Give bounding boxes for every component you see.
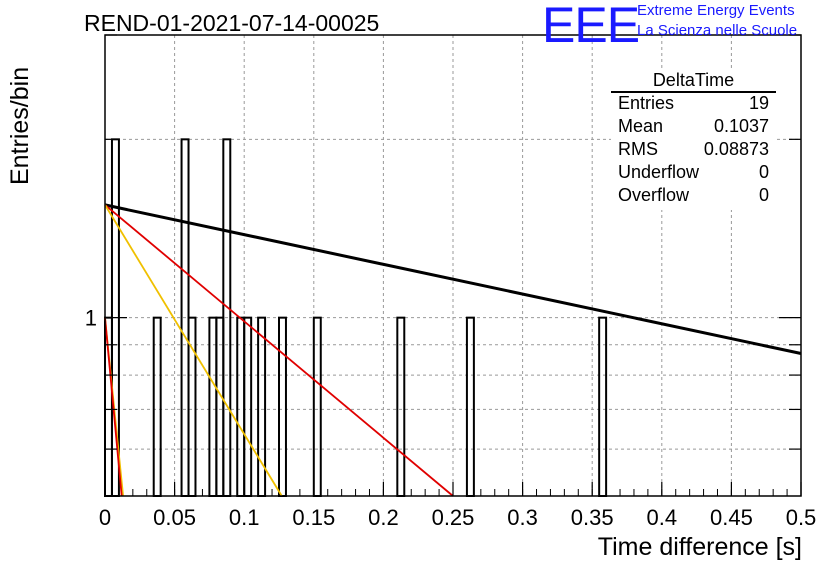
x-tick-label: 0.4: [647, 505, 678, 530]
stats-label: Underflow: [618, 162, 700, 182]
stats-divider: [611, 91, 776, 93]
x-axis-ticks: 0 0.05 0.1 0.15 0.2 0.25 0.3 0.35 0.4 0.45 0.5: [99, 482, 816, 530]
histogram-bars: [104, 138, 608, 497]
chart-title: REND-01-2021-07-14-00025: [84, 10, 380, 36]
stats-label: Entries: [618, 93, 675, 113]
fit-curve: [104, 204, 454, 497]
y-axis-label: Entries/bin: [6, 66, 34, 185]
y-tick-label: 1: [85, 306, 97, 331]
x-tick-label: 0: [99, 505, 111, 530]
stats-row-underflow: Underflow 0: [618, 162, 769, 185]
eee-logo: EEE: [542, 0, 640, 53]
x-tick-label: 0.5: [786, 505, 817, 530]
stats-label: Overflow: [618, 185, 690, 205]
stats-row-rms: RMS 0.08873: [618, 139, 769, 162]
x-tick-label: 0.1: [229, 505, 260, 530]
logo-line-2: La Scienza nelle Scuole: [637, 22, 798, 39]
stats-value: 0.1037: [713, 116, 769, 136]
stats-value: 0: [758, 162, 769, 182]
fit-curve: [104, 203, 802, 355]
logo-line-1: Extreme Energy Events: [637, 2, 795, 19]
stats-label: Mean: [618, 116, 664, 136]
fit-curves: [104, 203, 802, 497]
stats-row-entries: Entries 19: [618, 93, 769, 116]
x-axis-label: Time difference [s]: [597, 533, 802, 561]
stats-title: DeltaTime: [652, 70, 735, 90]
stats-box: DeltaTime Entries 19 Mean 0.1037 RMS 0.0…: [611, 70, 776, 210]
stats-label: RMS: [618, 139, 658, 159]
stats-value: 0: [758, 185, 769, 205]
x-tick-label: 0.25: [432, 505, 475, 530]
stats-value: 0.08873: [703, 139, 769, 159]
x-tick-label: 0.2: [368, 505, 399, 530]
fit-curve: [104, 317, 123, 497]
stats-row-mean: Mean 0.1037: [618, 116, 769, 139]
stats-row-overflow: Overflow 0: [618, 185, 769, 208]
y-axis-ticks: 1: [85, 34, 801, 450]
stats-value: 19: [748, 93, 769, 113]
x-tick-label: 0.15: [292, 505, 335, 530]
x-tick-label: 0.3: [507, 505, 538, 530]
x-tick-label: 0.45: [710, 505, 753, 530]
fit-curve: [104, 204, 283, 497]
x-tick-label: 0.35: [571, 505, 614, 530]
x-tick-label: 0.05: [153, 505, 196, 530]
